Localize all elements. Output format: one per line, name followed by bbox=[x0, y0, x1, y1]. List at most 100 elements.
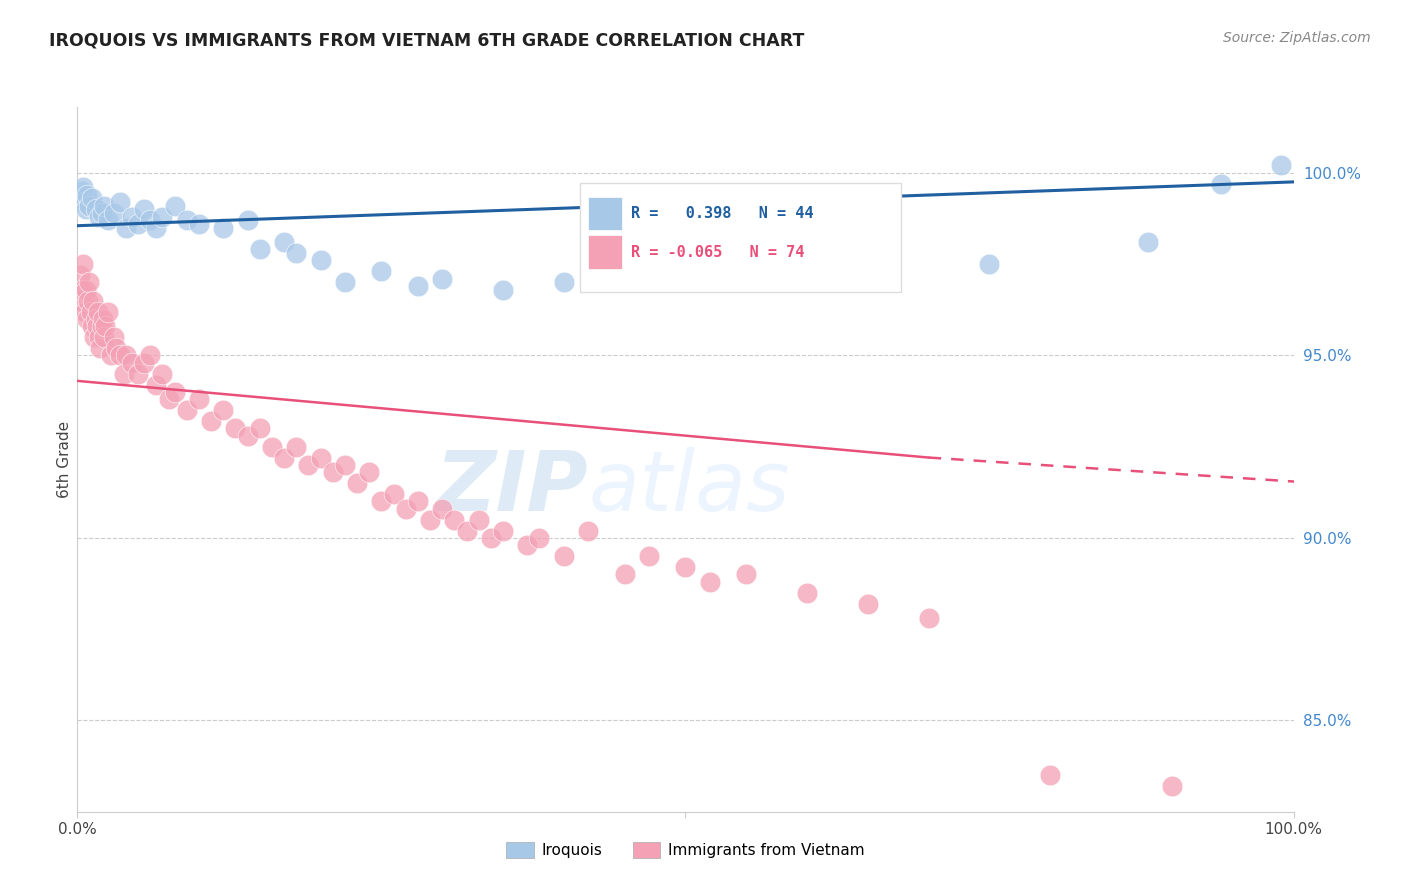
Point bbox=[406, 279, 429, 293]
Point bbox=[152, 210, 174, 224]
Point bbox=[127, 217, 149, 231]
Point bbox=[188, 392, 211, 406]
Point bbox=[333, 458, 356, 472]
Bar bbox=[588, 196, 623, 230]
Point bbox=[285, 246, 308, 260]
Point bbox=[467, 513, 489, 527]
Point bbox=[89, 330, 111, 344]
Point bbox=[370, 264, 392, 278]
FancyBboxPatch shape bbox=[579, 183, 901, 292]
Point bbox=[90, 206, 112, 220]
Point bbox=[69, 268, 91, 282]
Point bbox=[249, 421, 271, 435]
Point bbox=[918, 611, 941, 625]
Point bbox=[576, 524, 599, 538]
Point bbox=[249, 243, 271, 257]
Point bbox=[90, 319, 112, 334]
Point bbox=[613, 271, 636, 285]
Point bbox=[163, 199, 186, 213]
Point bbox=[176, 403, 198, 417]
Point bbox=[139, 213, 162, 227]
Point bbox=[97, 213, 120, 227]
Point bbox=[333, 275, 356, 289]
Point bbox=[382, 487, 405, 501]
Point bbox=[97, 304, 120, 318]
Point bbox=[108, 194, 131, 209]
Point bbox=[157, 392, 180, 406]
Point bbox=[115, 220, 138, 235]
Point bbox=[84, 311, 107, 326]
Point bbox=[638, 549, 661, 563]
Point bbox=[80, 304, 103, 318]
Text: R = -0.065   N = 74: R = -0.065 N = 74 bbox=[631, 244, 804, 260]
Point bbox=[115, 348, 138, 362]
Point bbox=[699, 574, 721, 589]
Point bbox=[93, 330, 115, 344]
Point bbox=[86, 319, 108, 334]
Point bbox=[139, 348, 162, 362]
Point bbox=[212, 403, 235, 417]
Point bbox=[72, 257, 94, 271]
Point bbox=[322, 465, 344, 479]
Point bbox=[613, 567, 636, 582]
Point bbox=[735, 264, 758, 278]
Text: atlas: atlas bbox=[588, 447, 790, 528]
Point bbox=[79, 275, 101, 289]
Text: Source: ZipAtlas.com: Source: ZipAtlas.com bbox=[1223, 31, 1371, 45]
Point bbox=[94, 319, 117, 334]
Point bbox=[479, 531, 502, 545]
Point bbox=[89, 210, 111, 224]
Point bbox=[163, 384, 186, 399]
Point bbox=[224, 421, 246, 435]
Point bbox=[127, 367, 149, 381]
Point bbox=[432, 271, 454, 285]
Point bbox=[285, 440, 308, 454]
Point bbox=[108, 348, 131, 362]
Y-axis label: 6th Grade: 6th Grade bbox=[56, 421, 72, 498]
Bar bbox=[588, 235, 623, 269]
Point bbox=[419, 513, 441, 527]
Point bbox=[89, 341, 111, 355]
Point bbox=[200, 414, 222, 428]
Point bbox=[432, 501, 454, 516]
Text: ZIP: ZIP bbox=[436, 447, 588, 528]
Point bbox=[297, 458, 319, 472]
Point bbox=[309, 253, 332, 268]
Legend: Iroquois, Immigrants from Vietnam: Iroquois, Immigrants from Vietnam bbox=[501, 836, 870, 864]
Point bbox=[456, 524, 478, 538]
Point bbox=[395, 501, 418, 516]
Point bbox=[73, 304, 96, 318]
Point bbox=[145, 377, 167, 392]
Point bbox=[83, 330, 105, 344]
Point bbox=[70, 184, 93, 198]
Point bbox=[492, 524, 515, 538]
Point bbox=[70, 293, 93, 308]
Point bbox=[346, 476, 368, 491]
Point bbox=[70, 283, 93, 297]
Point bbox=[121, 210, 143, 224]
Point bbox=[1039, 768, 1062, 782]
Point bbox=[152, 367, 174, 381]
Point bbox=[80, 319, 103, 334]
Point bbox=[112, 367, 135, 381]
Point bbox=[260, 440, 283, 454]
Point bbox=[176, 213, 198, 227]
Point bbox=[105, 341, 128, 355]
Point bbox=[1161, 779, 1184, 793]
Point bbox=[75, 283, 97, 297]
Point bbox=[134, 202, 156, 217]
Point bbox=[735, 567, 758, 582]
Point bbox=[492, 283, 515, 297]
Point bbox=[84, 202, 107, 217]
Point bbox=[443, 513, 465, 527]
Point bbox=[359, 465, 381, 479]
Point bbox=[73, 194, 96, 209]
Point bbox=[76, 311, 98, 326]
Point bbox=[1209, 177, 1232, 191]
Point bbox=[309, 450, 332, 465]
Point bbox=[212, 220, 235, 235]
Point bbox=[75, 202, 97, 217]
Point bbox=[76, 187, 98, 202]
Point bbox=[273, 235, 295, 249]
Point bbox=[1136, 235, 1159, 249]
